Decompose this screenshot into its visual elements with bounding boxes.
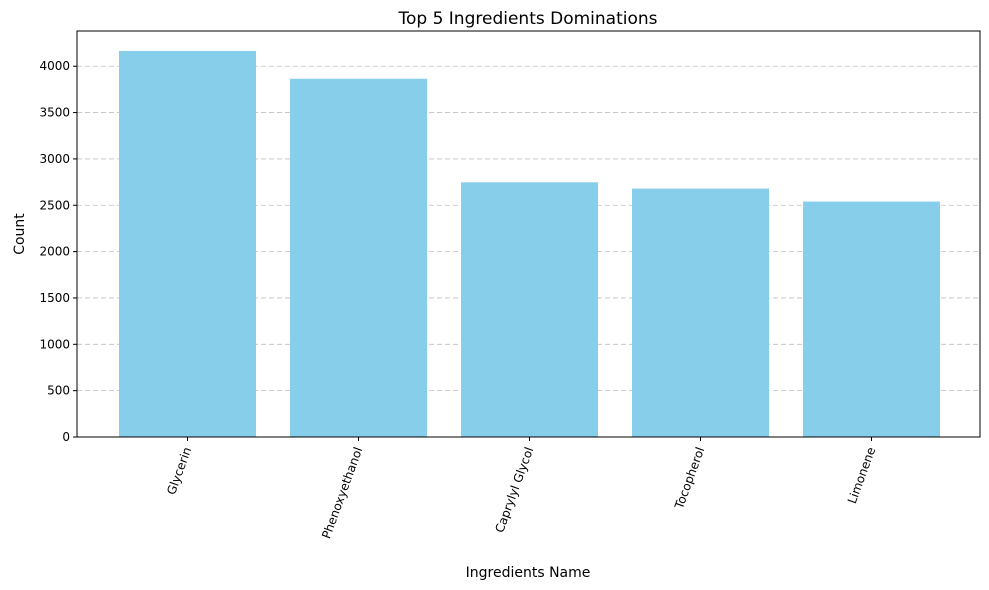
y-tick-label: 500	[47, 384, 70, 398]
bars	[119, 50, 940, 438]
x-axis-ticks: Glycerin Phenoxyethanol Caprylyl Glycol Toc…	[164, 437, 878, 541]
y-tick-label: 3500	[39, 106, 70, 120]
x-tick-label: Caprylyl Glycol	[492, 445, 536, 534]
y-tick-label: 2000	[39, 245, 70, 259]
y-tick-label: 0	[62, 430, 70, 444]
bar-caprylyl-glycol	[461, 182, 598, 437]
x-tick-label: Glycerin	[164, 445, 194, 496]
bar-phenoxyethanol	[290, 78, 427, 438]
y-axis-label: Count	[12, 213, 28, 255]
bar-glycerin	[119, 50, 256, 437]
bar-tocopherol	[632, 188, 769, 437]
y-tick-label: 1500	[39, 291, 70, 305]
bar-limonene	[803, 201, 940, 437]
y-tick-label: 1000	[39, 337, 70, 351]
x-tick-label: Limonene	[845, 445, 878, 505]
x-tick-label: Phenoxyethanol	[319, 445, 365, 540]
x-axis-label: Ingredients Name	[466, 565, 591, 581]
x-tick-label: Tocopherol	[672, 445, 708, 511]
y-tick-label: 2500	[39, 198, 70, 212]
y-tick-label: 4000	[39, 59, 70, 73]
y-tick-label: 3000	[39, 152, 70, 166]
chart-title: Top 5 Ingredients Dominations	[397, 9, 657, 29]
plot-frame	[76, 30, 981, 438]
y-axis-ticks: 0 500 1000 1500 2000 2500 3000 3500 4000	[39, 59, 77, 444]
